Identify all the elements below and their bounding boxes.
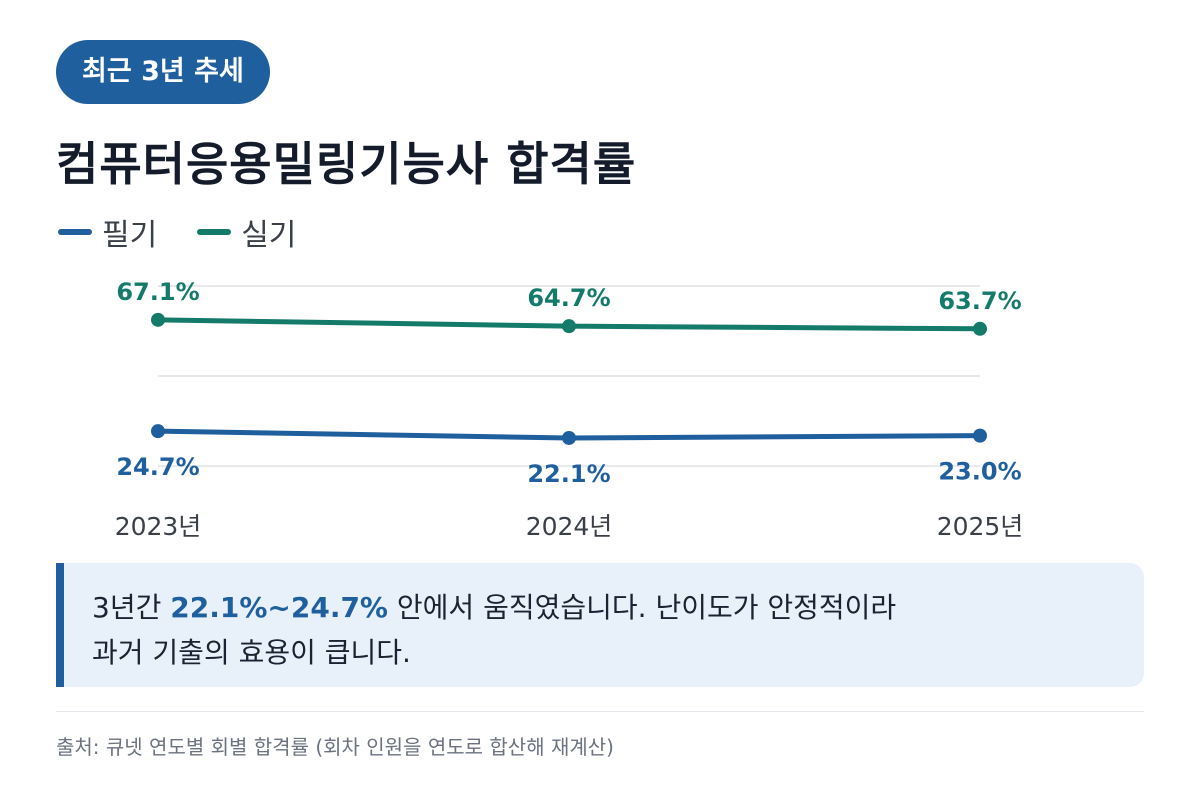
data-point (973, 428, 987, 443)
data-label: 63.7% (938, 287, 1021, 315)
data-point (562, 430, 576, 445)
legend-item-practical: 실기 (197, 210, 296, 254)
legend-item-written: 필기 (58, 210, 157, 254)
footer-divider (56, 711, 1144, 712)
callout-highlight: 22.1%~24.7% (170, 591, 388, 624)
legend-label-practical: 실기 (241, 218, 297, 253)
data-label: 64.7% (527, 284, 610, 312)
x-tick-label: 2024년 (526, 512, 613, 541)
data-point (562, 319, 576, 334)
legend-swatch-written (58, 229, 92, 235)
data-point (973, 321, 987, 336)
data-point (151, 424, 165, 439)
callout-line-1: 3년간 22.1%~24.7% 안에서 움직였습니다. 난이도가 안정적이라 (92, 585, 1144, 630)
data-label: 24.7% (116, 453, 199, 481)
data-label: 67.1% (116, 280, 199, 306)
summary-callout: 3년간 22.1%~24.7% 안에서 움직였습니다. 난이도가 안정적이라 과… (56, 563, 1144, 687)
chart-title: 컴퓨터응용밀링기능사 합격률 (56, 137, 637, 191)
x-tick-label: 2025년 (937, 512, 1024, 541)
data-label: 23.0% (938, 458, 1021, 486)
x-tick-label: 2023년 (115, 512, 202, 541)
data-label: 22.1% (527, 460, 610, 488)
trend-badge: 최근 3년 추세 (56, 40, 270, 104)
line-chart: 2023년 2024년 2025년 24.7% 22.1% 23.0% 67.1% 64.7%… (115, 280, 1024, 541)
chart-legend: 필기 실기 (58, 210, 336, 254)
callout-line-2: 과거 기출의 효용이 큽니다. (92, 636, 411, 669)
callout-suffix: 안에서 움직였습니다. 난이도가 안정적이라 (388, 591, 897, 624)
legend-label-written: 필기 (102, 218, 158, 253)
data-point (151, 312, 165, 327)
source-note: 출처: 큐넷 연도별 회별 합격률 (회차 인원을 연도로 합산해 재계산) (56, 735, 614, 759)
callout-prefix: 3년간 (92, 591, 171, 624)
legend-swatch-practical (197, 229, 232, 235)
